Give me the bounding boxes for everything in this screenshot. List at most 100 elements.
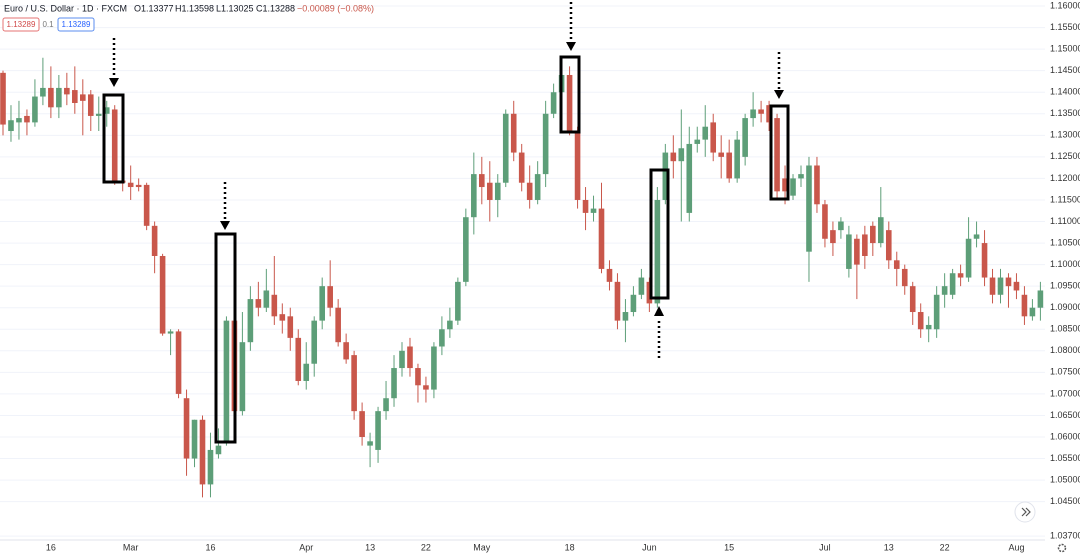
candle-body	[870, 225, 876, 244]
candle-body	[127, 182, 134, 188]
x-tick-label: Mar	[123, 542, 139, 552]
candle-body	[423, 385, 429, 390]
y-tick-label: 1.15000	[1050, 44, 1080, 54]
candle-body	[606, 268, 613, 282]
candle-body	[1013, 281, 1020, 291]
candle-body	[151, 225, 158, 256]
header-open: O1.13377	[134, 3, 174, 13]
buy-badge[interactable]	[57, 17, 95, 32]
candle-body	[247, 299, 254, 343]
candle-body	[742, 118, 748, 157]
chart-title: Euro / U.S. Dollar · 1D · FXCM	[4, 3, 127, 13]
candle-body	[287, 316, 294, 338]
candle-body	[319, 286, 325, 321]
candle-body	[646, 281, 653, 304]
y-tick-label: 1.08000	[1050, 345, 1080, 355]
arrow-heads	[109, 42, 784, 316]
candle-body	[335, 307, 341, 343]
candle-body	[630, 294, 637, 313]
candle-body	[223, 320, 230, 442]
candle-body	[917, 312, 924, 330]
candle-body	[854, 238, 860, 265]
candle-body	[638, 277, 645, 295]
candle-body	[718, 152, 724, 157]
y-tick-label: 1.05000	[1050, 474, 1080, 484]
candle-body	[111, 109, 118, 181]
candle-body	[391, 368, 397, 399]
candle-body	[183, 398, 190, 459]
y-tick-label: 1.12000	[1050, 173, 1080, 183]
candle-body	[207, 449, 214, 485]
buy-price: 1.13289	[62, 20, 91, 29]
candle-body	[327, 286, 333, 308]
scroll-button[interactable]	[1014, 501, 1036, 523]
candle-body	[758, 109, 764, 114]
candle-body	[957, 273, 964, 278]
candle-body	[566, 74, 573, 132]
sell-badge[interactable]	[2, 17, 40, 32]
candle-body	[989, 277, 996, 295]
candle-body	[702, 126, 709, 140]
candle-body	[439, 329, 445, 347]
x-tick-label: Jun	[642, 542, 657, 552]
candle-body	[80, 94, 86, 101]
settings-button[interactable]	[1057, 543, 1067, 553]
candle-body	[965, 238, 972, 278]
y-tick-label: 1.04500	[1050, 496, 1080, 506]
candle-body	[622, 312, 629, 321]
y-tick-label: 1.13000	[1050, 130, 1080, 140]
candle-body	[159, 255, 166, 334]
x-tick-label: 22	[940, 542, 950, 552]
y-tick-label: 1.12500	[1050, 151, 1080, 161]
candle-body	[909, 286, 916, 313]
header-low: L1.13025	[216, 3, 254, 13]
candle-body	[263, 290, 270, 308]
x-tick-label: 18	[565, 542, 575, 552]
candle-body	[542, 113, 549, 175]
x-tick-label: 16	[205, 542, 215, 552]
candle-body	[518, 152, 525, 183]
header-close: C1.13288	[256, 3, 295, 13]
y-tick-label: 1.06000	[1050, 431, 1080, 441]
candle-body	[862, 234, 868, 256]
candle-body	[415, 368, 421, 386]
candle-body	[750, 109, 756, 119]
candle-body	[8, 120, 14, 132]
y-tick-label: 1.14500	[1050, 65, 1080, 75]
y-tick-label: 1.05500	[1050, 453, 1080, 463]
candle-body	[766, 105, 772, 123]
highlight-box	[769, 104, 790, 201]
header-change: −0.00089 (−0.08%)	[297, 3, 374, 13]
x-tick-label: 16	[46, 542, 56, 552]
candle-body	[901, 268, 908, 287]
candle-body	[925, 324, 932, 330]
y-tick-label: 1.16000	[1050, 0, 1080, 10]
sell-price: 1.13289	[7, 20, 36, 29]
candle-body	[279, 314, 286, 321]
highlight-box	[102, 93, 125, 184]
candle-body	[933, 294, 940, 330]
annotations	[102, 2, 790, 444]
candle-body	[143, 184, 150, 226]
x-tick-label: 22	[421, 542, 431, 552]
y-tick-label: 1.03700	[1050, 530, 1080, 540]
candle-body	[167, 331, 174, 334]
candle-body	[87, 94, 94, 116]
candle-body	[407, 346, 413, 369]
candle-body	[534, 174, 541, 200]
candle-body	[255, 299, 262, 308]
highlight-box	[559, 55, 581, 134]
candle-body	[941, 286, 948, 295]
candle-body	[893, 260, 900, 269]
x-tick-label: 15	[724, 542, 734, 552]
highlight-box	[649, 168, 670, 300]
candle-body	[56, 87, 62, 108]
y-tick-label: 1.08500	[1050, 324, 1080, 334]
candle-body	[463, 217, 469, 282]
candle-body	[239, 342, 246, 412]
candle-body	[72, 90, 78, 104]
y-tick-label: 1.10500	[1050, 237, 1080, 247]
y-tick-label: 1.06500	[1050, 410, 1080, 420]
candle-body	[997, 277, 1004, 295]
x-tick-label: May	[473, 542, 491, 552]
